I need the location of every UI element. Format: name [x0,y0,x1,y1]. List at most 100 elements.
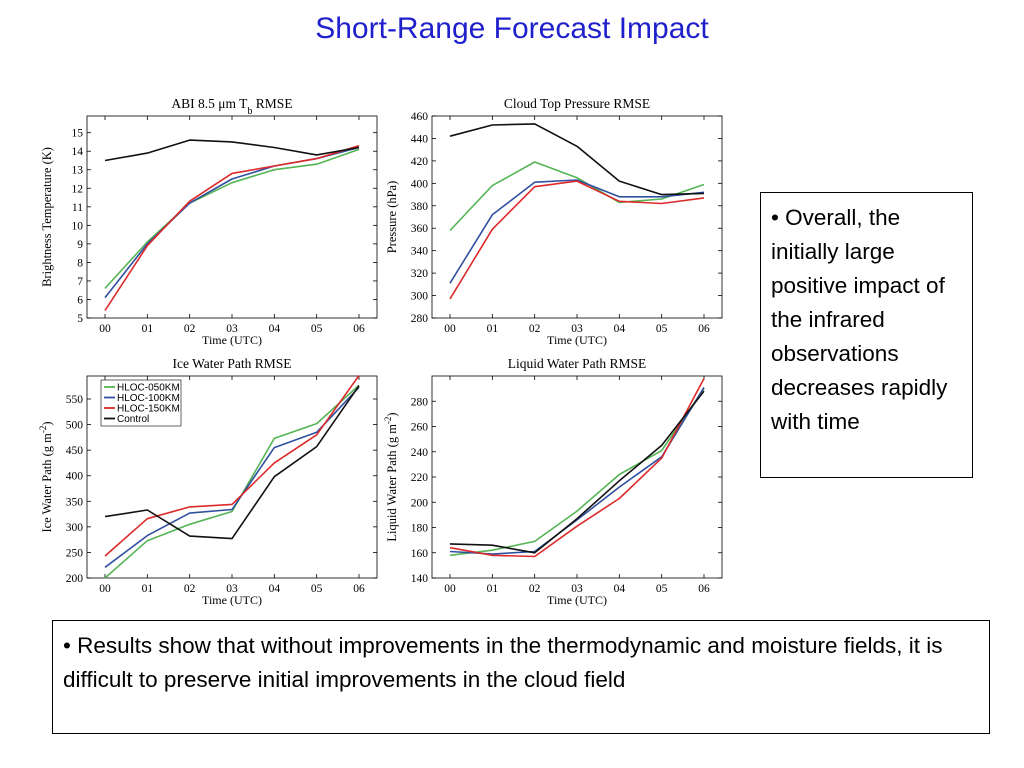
chart-svg: ABI 8.5 μm Tb RMSE 5 6 7 8 9 10 11 12 13 14 15 00 01 0… [40,96,378,347]
y-tick-label: 160 [411,548,429,560]
y-axis-label: Ice Water Path (g m-2) [38,421,54,532]
series-line-hloc-050km [104,148,360,289]
chart-svg: Ice Water Path RMSE 200 250 300 350 400 450 500… [38,356,378,607]
x-tick-label: 01 [142,323,154,335]
plot-frame [431,375,723,579]
series-line-hloc-050km [449,388,705,557]
chart-ice-water-path-rmse: Ice Water Path RMSE 200 250 300 350 400 450 500… [38,352,385,607]
y-tick-label: 500 [66,420,84,432]
x-tick-label: 04 [614,583,626,595]
y-tick-label: 10 [72,220,84,232]
chart-title: Ice Water Path RMSE [172,356,291,371]
chart-svg: Liquid Water Path RMSE 140 160 180 200 220 240… [383,356,723,607]
x-tick-label: 00 [444,323,456,335]
x-tick-label: 01 [487,583,499,595]
y-tick-label: 200 [411,497,429,509]
x-axis-label: Time (UTC) [202,333,262,347]
y-tick-label: 280 [411,396,429,408]
y-tick-label: 8 [77,257,83,269]
y-tick-label: 200 [66,573,84,585]
legend-label: Control [117,414,149,425]
x-tick-label: 06 [698,323,710,335]
x-tick-label: 02 [184,583,196,595]
y-tick-label: 550 [66,394,84,406]
x-tick-label: 03 [226,323,238,335]
y-tick-label: 5 [77,313,83,325]
y-tick-label: 11 [72,202,83,214]
y-axis-label: Liquid Water Path (g m-2) [383,412,399,541]
series-line-control [104,139,360,162]
series-line-hloc-050km [104,384,360,579]
y-tick-label: 13 [72,165,84,177]
y-tick-label: 450 [66,445,84,457]
chart-title: Cloud Top Pressure RMSE [504,96,650,111]
x-tick-label: 00 [99,583,111,595]
y-tick-label: 15 [72,128,84,140]
y-axis-label: Pressure (hPa) [385,181,399,254]
x-tick-label: 00 [99,323,111,335]
series-line-hloc-150km [104,144,360,312]
chart-cloud-top-pressure-rmse: Cloud Top Pressure RMSE 280 300 320 340 360 38… [385,92,730,347]
x-tick-label: 05 [311,323,323,335]
y-tick-label: 7 [77,276,83,288]
y-tick-label: 300 [66,522,84,534]
slide-title: Short-Range Forecast Impact [315,12,709,45]
y-tick-label: 420 [411,156,429,168]
chart-title: Liquid Water Path RMSE [508,356,647,371]
x-tick-label: 00 [444,583,456,595]
x-tick-label: 06 [353,583,365,595]
series-line-hloc-100km [104,386,360,568]
chart-liquid-water-path-rmse: Liquid Water Path RMSE 140 160 180 200 220 240… [383,352,730,607]
series-line-hloc-050km [449,161,705,232]
legend-label: HLOC-100KM [117,393,180,404]
plot-frame [86,115,378,319]
chart-svg: Cloud Top Pressure RMSE 280 300 320 340 360 38… [385,96,723,347]
x-tick-label: 05 [311,583,323,595]
y-tick-label: 350 [66,496,84,508]
x-tick-label: 05 [656,583,668,595]
y-tick-label: 240 [411,447,429,459]
x-tick-label: 03 [571,323,583,335]
x-axis-label: Time (UTC) [547,333,607,347]
y-tick-label: 250 [66,547,84,559]
y-tick-label: 220 [411,472,429,484]
x-tick-label: 03 [226,583,238,595]
x-tick-label: 02 [184,323,196,335]
y-tick-label: 380 [411,201,429,213]
y-tick-label: 14 [72,146,84,158]
series-line-control [449,123,705,196]
y-tick-label: 6 [77,294,83,306]
y-tick-label: 400 [411,178,429,190]
x-axis-label: Time (UTC) [547,593,607,607]
x-tick-label: 06 [353,323,365,335]
x-axis-label: Time (UTC) [202,593,262,607]
y-tick-label: 360 [411,223,429,235]
y-tick-label: 400 [66,471,84,483]
x-tick-label: 04 [614,323,626,335]
summary-note-right: • Overall, the initially large positive … [760,192,973,478]
series-line-hloc-100km [449,386,705,555]
legend-label: HLOC-050KM [117,383,180,394]
summary-note-bottom: • Results show that without improvements… [52,620,990,734]
y-tick-label: 300 [411,291,429,303]
y-tick-label: 140 [411,573,429,585]
y-tick-label: 320 [411,268,429,280]
legend-label: HLOC-150KM [117,404,180,415]
x-tick-label: 01 [487,323,499,335]
x-tick-label: 02 [529,583,541,595]
series-line-hloc-150km [449,378,705,558]
series-line-control [104,385,360,540]
x-tick-label: 04 [269,583,281,595]
y-tick-label: 280 [411,313,429,325]
y-axis-label: Brightness Temperature (K) [40,147,54,287]
series-line-hloc-100km [104,146,360,299]
y-tick-label: 440 [411,133,429,145]
series-line-hloc-100km [449,179,705,284]
chart-abi-rmse: ABI 8.5 μm Tb RMSE 5 6 7 8 9 10 11 12 13 14 15 00 01 0… [40,92,385,347]
x-tick-label: 03 [571,583,583,595]
y-tick-label: 260 [411,422,429,434]
series-line-control [449,390,705,554]
series-line-hloc-150km [104,375,360,557]
x-tick-label: 04 [269,323,281,335]
